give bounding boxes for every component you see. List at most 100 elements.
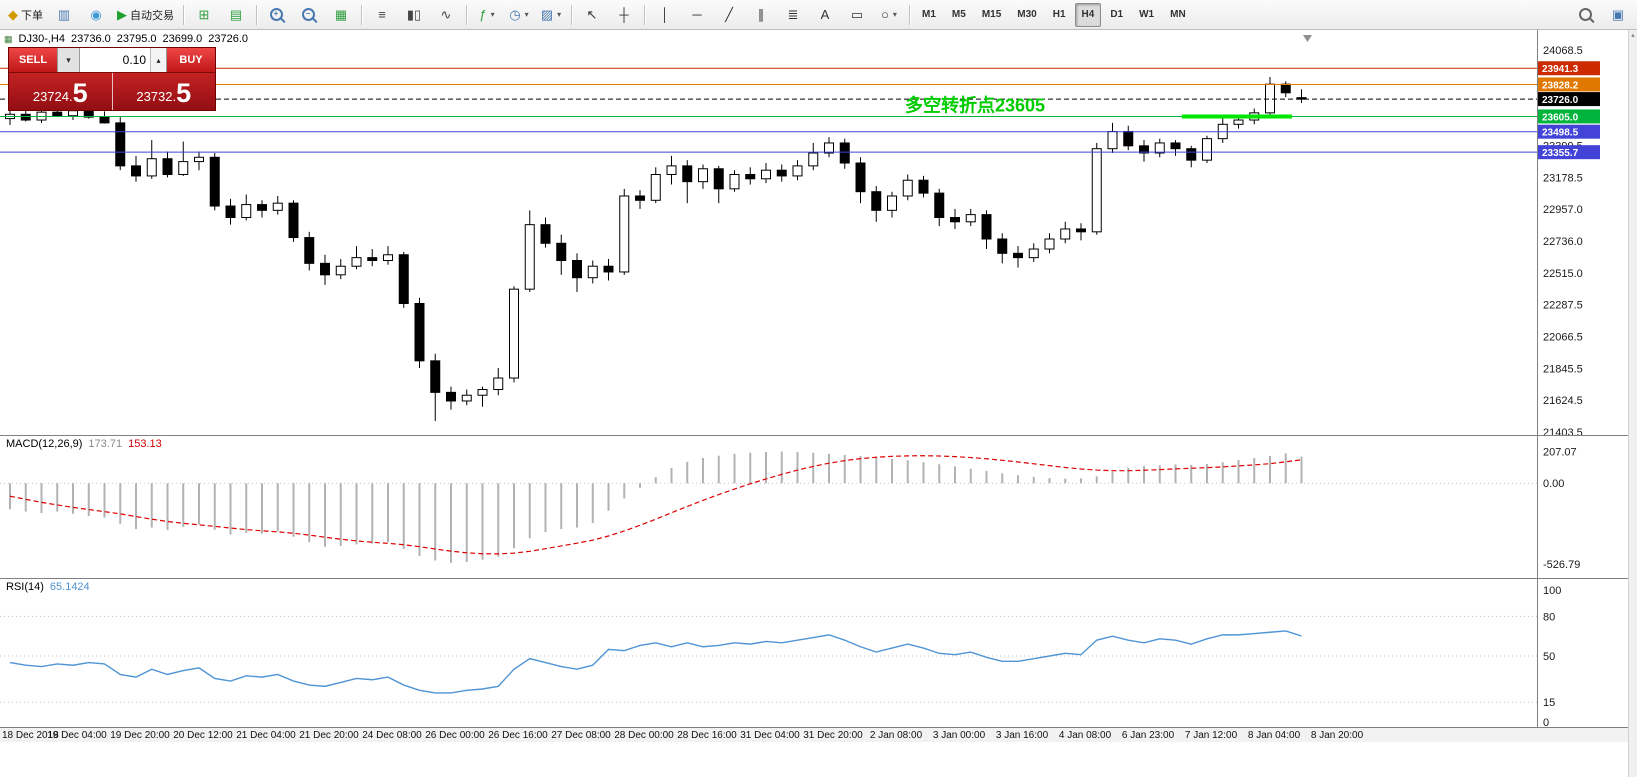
time-axis-label: 3 Jan 16:00 (995, 730, 1049, 741)
new-chart-icon: ⊞ (198, 7, 210, 22)
line-chart-button[interactable]: ∿ (431, 2, 461, 28)
lot-stepper[interactable]: ▴ (150, 48, 167, 72)
time-axis-label: 31 Dec 20:00 (803, 730, 863, 741)
rsi-panel[interactable]: 100 80 50 15 0 (0, 578, 1637, 727)
profiles-icon: ▤ (229, 7, 243, 22)
svg-text:23941.3: 23941.3 (1542, 64, 1579, 75)
autotrade-button[interactable]: ▶ 自动交易 (113, 2, 178, 28)
community-icon: ▣ (1611, 7, 1625, 22)
sell-button[interactable]: SELL (9, 48, 57, 72)
time-axis-label: 4 Jan 08:00 (1058, 730, 1112, 741)
vertical-line-icon: │ (660, 7, 670, 22)
fibonacci-icon: ≣ (787, 7, 799, 22)
chart-shift-marker[interactable] (1303, 35, 1312, 42)
zoom-in-button[interactable]: + (262, 2, 292, 28)
crosshair-button[interactable]: ┼ (609, 2, 639, 28)
time-axis-label: 21 Dec 20:00 (299, 730, 359, 741)
sell-price[interactable]: 23724. 5 (9, 73, 112, 110)
toolbar-separator (571, 4, 572, 25)
sell-price-big-digit: 5 (72, 78, 88, 108)
low-value: 23699.0 (162, 33, 203, 45)
time-axis-label: 8 Jan 20:00 (1310, 730, 1364, 741)
timeframe-H4[interactable]: H4 (1074, 2, 1102, 27)
time-axis[interactable]: 18 Dec 2018 19 Dec 04:00 19 Dec 20:00 20 De… (0, 727, 1637, 742)
time-axis-label: 19 Dec 20:00 (110, 730, 170, 741)
rsi-axis-label: 100 (1543, 585, 1561, 597)
templates-button[interactable]: ▨ ▾ (536, 2, 566, 28)
toolbar: ◆ 下单 ▥ ◉ ▶ 自动交易 ⊞ ▤ + − ▦ ≡ ▮▯ ∿ ƒ ▾ ◷ ▾ ▨ ▾ ↖ ┼ │ ─ ╱ ∥ ≣ A ▭ ○ ▾ M1 M5… (0, 0, 1637, 30)
new-chart-button[interactable]: ⊞ (189, 2, 219, 28)
macd-panel[interactable]: 207.07 0.00 -526.79 (0, 435, 1637, 578)
candlestick-chart-icon: ▮▯ (406, 7, 422, 22)
rsi-axis-label: 50 (1543, 651, 1555, 663)
lot-size-value: 0.10 (122, 53, 146, 67)
rsi-label: RSI(14) 65.1424 (6, 581, 90, 593)
buy-price[interactable]: 23732. 5 (113, 73, 216, 110)
rsi-axis-label: 15 (1543, 697, 1555, 709)
periods-button[interactable]: ◷ ▾ (504, 2, 534, 28)
candlestick-chart-button[interactable]: ▮▯ (399, 2, 429, 28)
price-divider (111, 73, 113, 110)
new-order-button[interactable]: ◆ 下单 (4, 2, 47, 28)
indicators-button[interactable]: ƒ ▾ (472, 2, 502, 28)
svg-text:23828.2: 23828.2 (1542, 80, 1579, 91)
timeframe-D1[interactable]: D1 (1110, 9, 1124, 20)
trendline-button[interactable]: ╱ (714, 2, 744, 28)
horizontal-line-button[interactable]: ─ (682, 2, 712, 28)
candles-layer (5, 77, 1307, 422)
timeframe-M5[interactable]: M5 (951, 9, 966, 20)
close-value: 23726.0 (208, 33, 249, 45)
time-axis-label: 19 Dec 04:00 (47, 730, 107, 741)
market-watch-button[interactable]: ▥ (49, 2, 79, 28)
shapes-button[interactable]: ○ ▾ (874, 2, 904, 28)
toolbar-separator (183, 4, 184, 25)
fibonacci-button[interactable]: ≣ (778, 2, 808, 28)
time-axis-label: 24 Dec 08:00 (362, 730, 422, 741)
price-axis-label: 22736.0 (1543, 236, 1583, 248)
chart-ohlc-header: ▦ DJ30-,H4 23736.0 23795.0 23699.0 23726… (4, 33, 248, 45)
text-button[interactable]: A (810, 2, 840, 28)
timeframe-M1[interactable]: M1 (922, 9, 936, 20)
market-watch-icon: ▥ (57, 7, 71, 22)
svg-text:23498.5: 23498.5 (1542, 128, 1579, 139)
cursor-button[interactable]: ↖ (577, 2, 607, 28)
lot-size-input[interactable]: 0.10 (80, 48, 150, 72)
magnifier-icon: + (269, 7, 286, 23)
toolbar-separator (361, 4, 362, 25)
price-axis-label: 21624.5 (1543, 395, 1583, 407)
bar-chart-button[interactable]: ≡ (367, 2, 397, 28)
new-order-button-label: 下单 (21, 9, 43, 22)
price-axis-label: 22957.0 (1543, 204, 1583, 216)
vertical-scrollbar[interactable]: ▲ (1628, 30, 1637, 777)
time-axis-label: 8 Jan 04:00 (1247, 730, 1301, 741)
zoom-out-button[interactable]: − (294, 2, 324, 28)
data-window-button[interactable]: ◉ (81, 2, 111, 28)
buy-button[interactable]: BUY (167, 48, 215, 72)
macd-axis-label: -526.79 (1543, 559, 1580, 571)
autotrade-icon: ▶ (117, 7, 127, 22)
timeframe-M30[interactable]: M30 (1017, 9, 1037, 20)
order-type-dropdown[interactable]: ▾ (57, 48, 80, 72)
vertical-line-button[interactable]: │ (650, 2, 680, 28)
timeframe-H1[interactable]: H1 (1052, 9, 1066, 20)
scroll-up-icon[interactable]: ▲ (1630, 33, 1636, 39)
macd-histogram (9, 451, 1303, 563)
horizontal-line-icon: ─ (692, 7, 702, 22)
search-button[interactable] (1571, 2, 1601, 28)
dropdown-arrow-icon: ▾ (557, 10, 562, 19)
grid-button[interactable]: ▦ (326, 2, 356, 28)
label-button[interactable]: ▭ (842, 2, 872, 28)
timeframe-W1[interactable]: W1 (1139, 9, 1155, 20)
price-tag (1538, 145, 1600, 160)
dropdown-arrow-icon: ▾ (490, 10, 495, 19)
timeframe-M15[interactable]: M15 (981, 9, 1002, 20)
rsi-value: 65.1424 (49, 581, 90, 593)
macd-axis-label: 0.00 (1543, 478, 1564, 490)
profiles-button[interactable]: ▤ (221, 2, 251, 28)
equidistant-channel-button[interactable]: ∥ (746, 2, 776, 28)
community-button[interactable]: ▣ (1603, 2, 1633, 28)
autotrade-button-label: 自动交易 (130, 9, 174, 22)
price-chart[interactable]: 24068.523845.523624.523399.523178.522957… (0, 30, 1637, 435)
magnifier-icon: − (301, 7, 318, 23)
timeframe-MN[interactable]: MN (1170, 9, 1186, 20)
